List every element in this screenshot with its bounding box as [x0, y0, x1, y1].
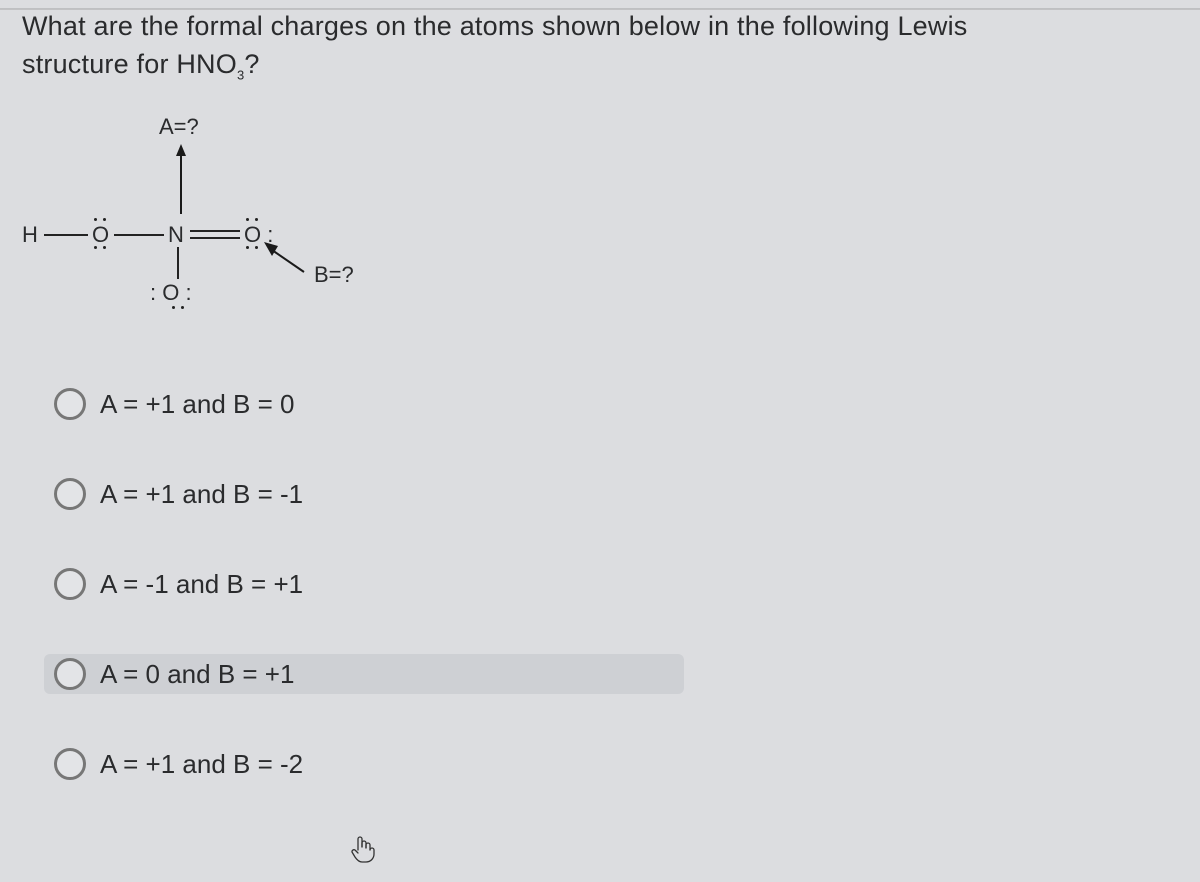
atom-o-bottom: : O :	[150, 280, 192, 306]
option-label: A = +1 and B = -1	[100, 479, 303, 510]
option-label: A = +1 and B = 0	[100, 389, 294, 420]
radio-icon[interactable]	[54, 568, 86, 600]
bond-h-o	[44, 234, 88, 236]
radio-icon[interactable]	[54, 748, 86, 780]
bond-n-o-double-1	[190, 230, 240, 232]
lewis-structure: A=? H O N O : : O :	[22, 114, 382, 344]
arrow-b	[264, 242, 310, 278]
option-label: A = -1 and B = +1	[100, 569, 303, 600]
option-2[interactable]: A = -1 and B = +1	[44, 564, 684, 604]
option-label: A = +1 and B = -2	[100, 749, 303, 780]
atom-o-left: O	[92, 222, 109, 248]
option-label: A = 0 and B = +1	[100, 659, 294, 690]
atom-h: H	[22, 222, 38, 248]
lonepair	[172, 306, 184, 308]
divider-top	[0, 8, 1200, 10]
bond-n-o-double-2	[190, 237, 240, 239]
question-line2-suffix: ?	[244, 49, 259, 79]
lonepair	[246, 218, 258, 220]
label-b: B=?	[314, 262, 354, 288]
question-line1: What are the formal charges on the atoms…	[22, 11, 968, 41]
label-a: A=?	[159, 114, 199, 140]
lonepair	[246, 246, 258, 248]
radio-icon[interactable]	[54, 388, 86, 420]
radio-icon[interactable]	[54, 478, 86, 510]
lonepair	[94, 246, 106, 248]
bond-n-o-down	[177, 247, 179, 279]
arrow-a	[174, 144, 188, 216]
option-0[interactable]: A = +1 and B = 0	[44, 384, 684, 424]
lonepair	[94, 218, 106, 220]
option-4[interactable]: A = +1 and B = -2	[44, 744, 684, 784]
bond-o-n	[114, 234, 164, 236]
question-line2-prefix: structure for HNO	[22, 49, 237, 79]
question-page: What are the formal charges on the atoms…	[0, 8, 1200, 784]
option-3[interactable]: A = 0 and B = +1	[44, 654, 684, 694]
options-list: A = +1 and B = 0 A = +1 and B = -1 A = -…	[44, 384, 1178, 784]
question-text: What are the formal charges on the atoms…	[22, 8, 1178, 84]
radio-icon[interactable]	[54, 658, 86, 690]
cursor-hand-icon	[348, 832, 376, 864]
atom-n: N	[168, 222, 184, 248]
option-1[interactable]: A = +1 and B = -1	[44, 474, 684, 514]
